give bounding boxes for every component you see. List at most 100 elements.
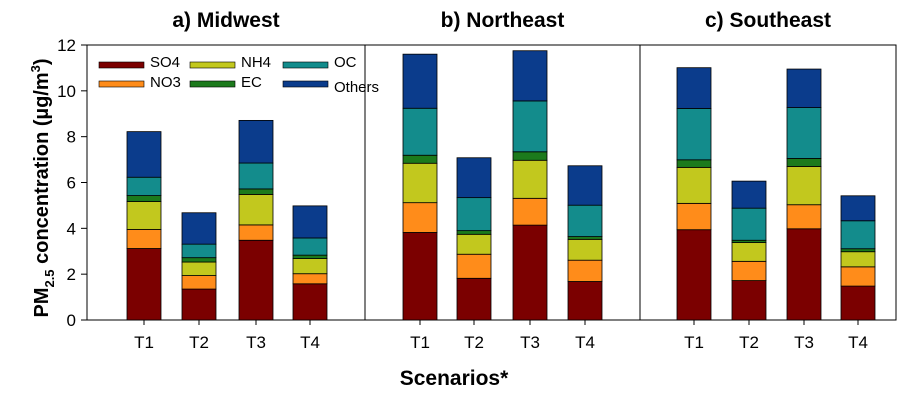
- bar-segment-no3: [840, 266, 876, 287]
- y-tick-label: 12: [57, 36, 76, 55]
- legend-swatch: [98, 80, 145, 88]
- y-axis-label-sup: 3: [28, 65, 43, 72]
- y-axis-label: PM2.5 concentration (µg/m3): [28, 58, 57, 317]
- bar-segment-others: [402, 53, 438, 109]
- bar-t1: [402, 53, 438, 321]
- bar-segment-others: [292, 205, 328, 239]
- bar-segment-no3: [402, 202, 438, 233]
- x-tick-label: T4: [575, 333, 595, 352]
- bar-segment-ec: [402, 154, 438, 164]
- bar-segment-ec: [567, 236, 603, 240]
- legend-swatch: [189, 80, 236, 88]
- legend-swatch: [98, 61, 145, 69]
- legend-swatch: [282, 80, 329, 88]
- bar-segment-ec: [676, 159, 712, 168]
- bar-segment-nh4: [126, 201, 162, 230]
- legend-label: SO4: [150, 54, 180, 71]
- bar-segment-nh4: [567, 238, 603, 261]
- bar-segment-others: [512, 50, 548, 102]
- x-tick-label: T3: [246, 333, 266, 352]
- y-axis: 0 2 4 6 8 10 12: [57, 36, 87, 330]
- bar-segment-oc: [786, 107, 822, 159]
- x-tick-label: T4: [300, 333, 320, 352]
- bar-segment-so4: [840, 285, 876, 321]
- x-tick-label: T3: [794, 333, 814, 352]
- x-tick-label: T2: [189, 333, 209, 352]
- bar-segment-no3: [567, 259, 603, 282]
- bar-segment-others: [676, 67, 712, 109]
- bar-segment-ec: [456, 230, 492, 235]
- legend-item-no3: NO3: [98, 74, 181, 91]
- bar-t3: [512, 50, 548, 321]
- bar-t1: [126, 131, 162, 321]
- x-tick-label: T1: [410, 333, 430, 352]
- legend-item-so4: SO4: [98, 54, 180, 71]
- x-axis-label: Scenarios*: [400, 367, 509, 390]
- bar-segment-ec: [238, 188, 274, 195]
- panel-title: a) Midwest: [172, 9, 279, 32]
- bar-segment-no3: [126, 229, 162, 249]
- bar-segment-so4: [567, 281, 603, 321]
- bar-segment-so4: [512, 224, 548, 321]
- bar-segment-nh4: [456, 233, 492, 255]
- x-tick-label: T1: [684, 333, 704, 352]
- bar-segment-so4: [126, 248, 162, 321]
- bar-segment-oc: [840, 220, 876, 250]
- bar-segment-others: [840, 195, 876, 222]
- bar-t4: [840, 195, 876, 321]
- bar-segment-oc: [402, 107, 438, 156]
- bar-t4: [292, 205, 328, 321]
- bar-segment-oc: [731, 207, 767, 241]
- bar-segment-no3: [786, 204, 822, 230]
- bar-segment-others: [456, 157, 492, 199]
- bar-t2: [731, 180, 767, 321]
- legend-item-ec: EC: [189, 74, 262, 91]
- bar-segment-so4: [676, 229, 712, 321]
- legend-swatch: [189, 61, 236, 69]
- panel-frame: [639, 44, 897, 321]
- bar-t4: [567, 165, 603, 321]
- bar-segment-others: [126, 131, 162, 178]
- bar-segment-others: [567, 165, 603, 206]
- bar-segment-others: [238, 119, 274, 164]
- bar-segment-no3: [676, 202, 712, 231]
- y-tick-label: 10: [57, 82, 76, 101]
- y-axis-label-end: ): [31, 58, 53, 65]
- x-tick-label: T3: [520, 333, 540, 352]
- legend-label: NH4: [241, 54, 271, 71]
- y-axis-label-sub: 2.5: [42, 269, 57, 287]
- y-tick-label: 6: [67, 174, 76, 193]
- x-tick-label: T2: [464, 333, 484, 352]
- panel-title: c) Southeast: [705, 9, 831, 32]
- y-tick-label: 8: [67, 128, 76, 147]
- bar-t1: [676, 67, 712, 321]
- bar-segment-nh4: [731, 242, 767, 262]
- bar-segment-oc: [512, 100, 548, 153]
- panel-title: b) Northeast: [441, 9, 565, 32]
- bar-segment-no3: [456, 253, 492, 279]
- y-axis-label-mid: concentration (µg/m: [31, 72, 53, 269]
- legend-label: OC: [334, 54, 357, 71]
- bar-segment-oc: [126, 176, 162, 196]
- y-axis-label-main: PM: [31, 288, 53, 318]
- legend-item-others: Others: [282, 79, 379, 96]
- bar-segment-others: [731, 180, 767, 209]
- legend-item-oc: OC: [282, 54, 357, 71]
- bar-t3: [238, 119, 274, 321]
- legend-label: NO3: [150, 74, 181, 91]
- panel-b-northeast: b) Northeast T1 T2 T3 T4: [364, 9, 641, 352]
- bar-segment-nh4: [238, 194, 274, 226]
- bar-t3: [786, 68, 822, 321]
- legend: SO4 NO3 NH4 EC OC Others: [98, 54, 379, 96]
- bar-segment-ec: [840, 248, 876, 253]
- bar-segment-so4: [456, 277, 492, 321]
- bar-segment-oc: [181, 243, 217, 259]
- bar-segment-nh4: [676, 166, 712, 204]
- bar-segment-oc: [567, 204, 603, 237]
- panel-a-midwest: a) Midwest T1 T2 T3 T4: [86, 9, 366, 352]
- bar-segment-no3: [181, 275, 217, 290]
- bar-segment-no3: [238, 224, 274, 241]
- bar-segment-so4: [292, 283, 328, 321]
- bar-segment-ec: [512, 151, 548, 161]
